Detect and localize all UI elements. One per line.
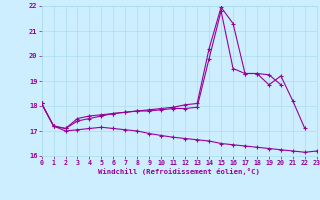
X-axis label: Windchill (Refroidissement éolien,°C): Windchill (Refroidissement éolien,°C)	[98, 168, 260, 175]
